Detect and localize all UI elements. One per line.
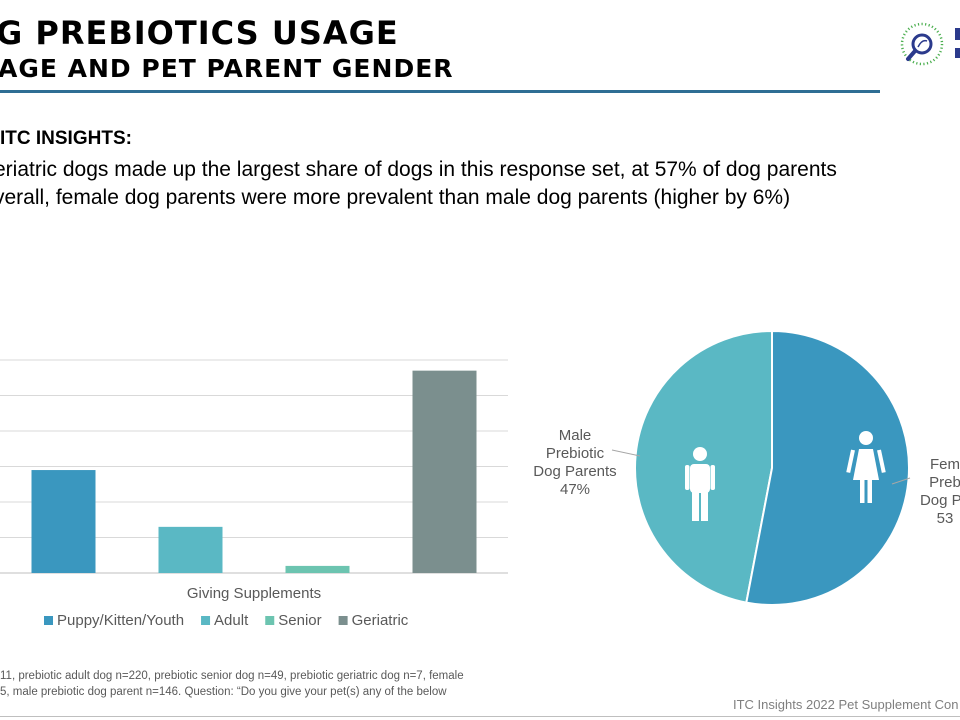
logo-ring-icon <box>900 22 944 66</box>
male-person-icon <box>685 447 715 521</box>
pie-leader-line <box>611 449 641 457</box>
legend-swatch <box>44 616 53 625</box>
footnote-line-1: 11, prebiotic adult dog n=220, prebiotic… <box>0 670 464 682</box>
bar-geriatric <box>412 370 477 573</box>
slide-title: G PREBIOTICS USAGE <box>0 14 399 52</box>
logo-lens-icon <box>911 33 933 55</box>
insights-heading: ITC INSIGHTS: <box>0 128 132 149</box>
legend-item: Puppy/Kitten/Youth <box>44 612 184 629</box>
footnote: 11, prebiotic adult dog n=220, prebiotic… <box>0 668 464 700</box>
legend-swatch <box>338 616 348 625</box>
legend-swatch <box>201 616 211 625</box>
itc-logo <box>898 18 960 70</box>
title-divider <box>0 90 880 93</box>
pie-leader-line <box>891 477 911 485</box>
legend-item: Adult <box>201 612 249 629</box>
bar-senior <box>285 565 350 573</box>
logo-handle-icon <box>906 49 917 61</box>
bar-adult <box>158 526 223 573</box>
x-axis-category-label: Giving Supplements <box>187 585 321 602</box>
footer-divider <box>0 716 960 717</box>
insight-gender: verall, female dog parents were more pre… <box>0 186 791 209</box>
legend-label: Puppy/Kitten/Youth <box>57 612 184 629</box>
source-footer: ITC Insights 2022 Pet Supplement Con <box>733 697 959 712</box>
slide-subtitle: AGE AND PET PARENT GENDER <box>0 54 454 83</box>
footnote-line-2: 5, male prebiotic dog parent n=146. Ques… <box>0 686 447 698</box>
insight-geriatric: eriatric dogs made up the largest share … <box>0 158 837 181</box>
legend-item: Senior <box>265 612 322 629</box>
legend-label: Adult <box>214 612 249 629</box>
legend-label: Senior <box>278 612 321 629</box>
pie-slice-female <box>745 329 910 606</box>
pie-label-male: Male Prebiotic Dog Parents 47% <box>533 427 616 498</box>
legend-item: Geriatric <box>338 612 409 629</box>
female-person-icon <box>846 431 886 503</box>
bar-puppy-kitten-youth <box>31 470 96 573</box>
legend-swatch <box>265 616 275 625</box>
legend-label: Geriatric <box>352 612 409 629</box>
